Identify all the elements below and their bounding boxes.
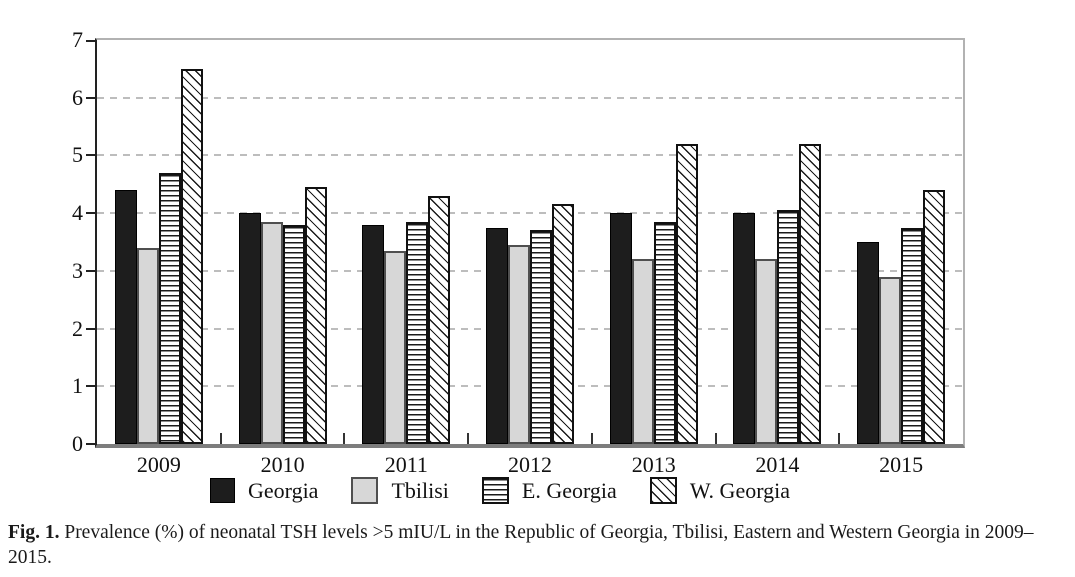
- bar-georgia-2013: [609, 213, 632, 444]
- x-tick-label-2012: 2012: [508, 452, 552, 477]
- bar-w-georgia-2012: [552, 204, 574, 444]
- x-tick-2: [343, 433, 346, 444]
- figure-caption: Fig. 1. Prevalence (%) of neonatal TSH l…: [8, 520, 1068, 570]
- x-tick-6: [838, 433, 841, 444]
- caption-fig-label: Fig. 1.: [8, 522, 60, 543]
- y-tick-4: [86, 212, 97, 215]
- bar-georgia-2014: [733, 213, 756, 444]
- legend-swatch-georgia-icon: [209, 478, 235, 503]
- y-tick-6: [86, 96, 97, 99]
- y-tick-label-6: 6: [72, 84, 83, 110]
- x-tick-label-2014: 2014: [755, 452, 800, 477]
- x-tick-label-2013: 2013: [631, 452, 676, 477]
- bar-tbilisi-2014: [755, 259, 778, 444]
- legend-item-georgia: Georgia: [209, 477, 319, 504]
- y-tick-3: [86, 269, 97, 272]
- gridline-y-5: [97, 154, 963, 157]
- bar-e-georgia-2013: [653, 222, 676, 444]
- legend-label-w-georgia: W. Georgia: [689, 477, 791, 503]
- legend-item-tbilisi: Tbilisi: [351, 477, 449, 504]
- bar-tbilisi-2012: [508, 245, 530, 444]
- legend-item-e-georgia: E. Georgia: [481, 477, 617, 504]
- legend-swatch-w-georgia-icon: [649, 477, 677, 504]
- x-tick-label-2009: 2009: [136, 452, 181, 477]
- y-tick-7: [86, 40, 97, 42]
- bar-e-georgia-2014: [777, 210, 800, 444]
- bar-w-georgia-2011: [428, 196, 451, 444]
- bar-georgia-2009: [114, 190, 137, 444]
- y-tick-5: [86, 154, 97, 157]
- bar-georgia-2011: [362, 225, 385, 444]
- bar-tbilisi-2013: [631, 259, 654, 444]
- bar-w-georgia-2010: [304, 187, 327, 444]
- y-tick-label-3: 3: [72, 257, 83, 283]
- gridline-y-6: [97, 96, 963, 99]
- plot-area: 0 1 2 3 4 5 6 7 2009 2010 2011 2012 2013 2014 2015: [72, 27, 965, 477]
- legend-swatch-tbilisi-icon: [351, 477, 379, 504]
- legend-label-tbilisi: Tbilisi: [391, 477, 449, 503]
- bar-w-georgia-2015: [923, 190, 946, 444]
- bar-w-georgia-2013: [675, 144, 698, 444]
- y-tick-label-1: 1: [72, 373, 83, 399]
- y-tick-2: [86, 327, 97, 330]
- bar-tbilisi-2015: [879, 277, 902, 444]
- bar-e-georgia-2011: [406, 222, 429, 444]
- x-tick-1: [219, 433, 222, 444]
- legend: Georgia Tbilisi E. Georgia W. Georgia: [0, 477, 1000, 504]
- bar-w-georgia-2014: [799, 144, 822, 444]
- bar-tbilisi-2009: [136, 248, 159, 444]
- x-tick-label-2015: 2015: [879, 452, 924, 477]
- y-tick-label-4: 4: [72, 200, 83, 226]
- y-tick-0: [86, 443, 97, 445]
- gridline-y-4: [97, 212, 963, 215]
- legend-label-e-georgia: E. Georgia: [521, 477, 617, 503]
- y-tick-1: [86, 385, 97, 388]
- x-tick-label-2010: 2010: [260, 452, 305, 477]
- x-tick-label-2011: 2011: [384, 452, 428, 477]
- bar-georgia-2012: [486, 228, 508, 444]
- caption-text-line2: 2015.: [8, 547, 52, 568]
- y-tick-label-5: 5: [72, 142, 83, 168]
- bar-georgia-2010: [238, 213, 261, 444]
- bar-e-georgia-2010: [282, 225, 305, 444]
- y-tick-label-0: 0: [72, 431, 83, 456]
- y-tick-label-2: 2: [72, 315, 83, 341]
- bar-e-georgia-2012: [530, 230, 552, 444]
- bar-e-georgia-2009: [158, 173, 181, 444]
- bar-tbilisi-2010: [260, 222, 283, 444]
- legend-label-georgia: Georgia: [247, 477, 319, 503]
- bar-tbilisi-2011: [384, 251, 407, 444]
- bar-w-georgia-2009: [180, 69, 203, 444]
- legend-item-w-georgia: W. Georgia: [649, 477, 791, 504]
- x-tick-3: [467, 433, 470, 444]
- caption-text-line1: Prevalence (%) of neonatal TSH levels >5…: [64, 522, 1034, 543]
- bar-e-georgia-2015: [901, 228, 924, 444]
- legend-swatch-e-georgia-icon: [481, 477, 509, 504]
- y-tick-label-7: 7: [72, 27, 83, 52]
- bar-georgia-2015: [857, 242, 880, 444]
- x-tick-4: [590, 433, 593, 444]
- x-tick-5: [714, 433, 717, 444]
